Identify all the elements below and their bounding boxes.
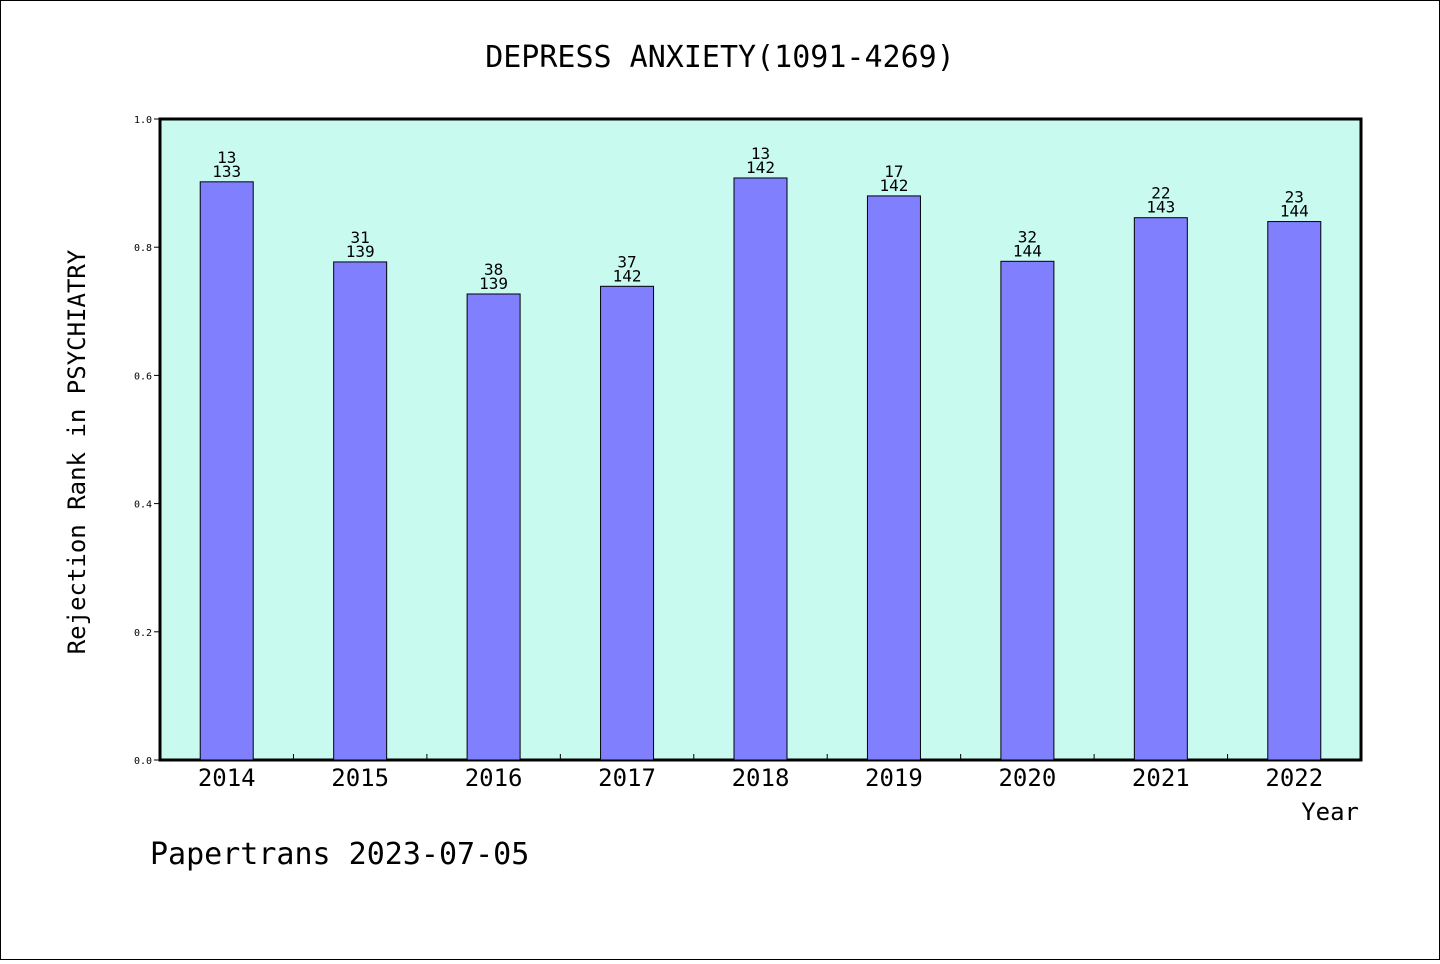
bar-rank-label: 37 — [617, 252, 636, 271]
bar-rank-label: 17 — [884, 162, 903, 181]
x-tick-label: 2018 — [732, 764, 790, 792]
y-tick-label: 1.0 — [134, 115, 152, 126]
bar-rank-label: 13 — [751, 144, 770, 163]
x-tick-label: 2022 — [1265, 764, 1323, 792]
y-axis-label: Rejection Rank in PSYCHIATRY — [63, 249, 91, 654]
y-tick-label: 0.4 — [134, 500, 152, 511]
bar-total-label: 142 — [746, 158, 775, 177]
bar-rank-label: 32 — [1018, 227, 1037, 246]
bar-total-label: 142 — [879, 176, 908, 195]
bar-rank-label: 38 — [484, 260, 503, 279]
bar-2017 — [600, 285, 655, 761]
bar-total-label: 133 — [212, 162, 241, 181]
bar-rank-label: 22 — [1151, 184, 1170, 203]
y-axis: 0.0 0.2 0.4 0.6 0.8 1.0 — [134, 115, 160, 767]
bar-2022 — [1267, 221, 1322, 761]
bar-total-label: 144 — [1013, 241, 1042, 260]
bar-total-label: 139 — [346, 242, 375, 261]
x-axis: 2014 2015 2016 2017 2018 2019 2020 2021 2022 — [198, 754, 1323, 792]
x-tick-label: 2017 — [598, 764, 656, 792]
y-tick-label: 0.8 — [134, 243, 152, 254]
bar-2020 — [1000, 260, 1055, 761]
bar-total-label: 142 — [613, 266, 642, 285]
footer-text: Papertrans 2023-07-05 — [150, 837, 529, 872]
bar-total-label: 144 — [1280, 202, 1309, 221]
bar-2014 — [199, 181, 254, 761]
bar-2016 — [466, 293, 521, 761]
bar-2018 — [733, 177, 788, 761]
bar-2021 — [1133, 217, 1188, 761]
x-tick-label: 2016 — [465, 764, 523, 792]
x-tick-label: 2015 — [331, 764, 389, 792]
bar-2015 — [333, 261, 388, 761]
y-tick-label: 0.0 — [134, 756, 152, 767]
x-tick-label: 2020 — [998, 764, 1056, 792]
x-axis-label: Year — [1301, 798, 1359, 826]
x-tick-label: 2019 — [865, 764, 923, 792]
bar-rank-label: 31 — [351, 228, 370, 247]
y-tick-label: 0.2 — [134, 628, 152, 639]
chart-title: DEPRESS ANXIETY(1091-4269) — [485, 40, 955, 75]
bar-total-label: 143 — [1146, 198, 1175, 217]
y-tick-label: 0.6 — [134, 371, 152, 382]
bar-rank-label: 13 — [217, 148, 236, 167]
bar-2019 — [866, 195, 921, 761]
x-tick-label: 2021 — [1132, 764, 1190, 792]
x-tick-label: 2014 — [198, 764, 256, 792]
bar-rank-label: 23 — [1285, 188, 1304, 207]
bar-total-label: 139 — [479, 274, 508, 293]
